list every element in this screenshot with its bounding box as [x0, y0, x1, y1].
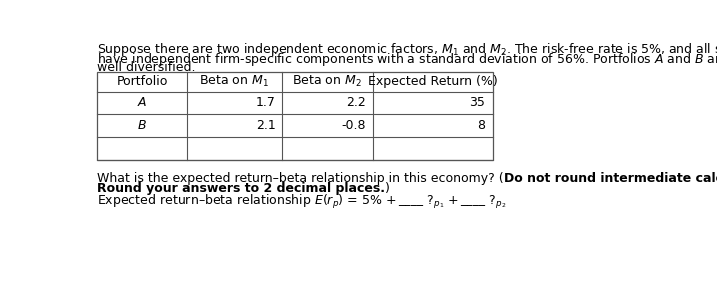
Text: well diversified.: well diversified. — [98, 61, 196, 74]
Text: Do not round intermediate calculations.: Do not round intermediate calculations. — [504, 172, 717, 185]
Text: have independent firm-specific components with a standard deviation of 56%. Port: have independent firm-specific component… — [98, 51, 717, 68]
Text: ?$_{p_2}$: ?$_{p_2}$ — [485, 193, 507, 210]
Text: -0.8: -0.8 — [342, 119, 366, 132]
Text: 8: 8 — [477, 119, 485, 132]
Text: Expected Return (%): Expected Return (%) — [368, 75, 498, 88]
Text: ____: ____ — [398, 193, 423, 206]
Text: ?$_{p_1}$ +: ?$_{p_1}$ + — [423, 193, 460, 210]
Text: Suppose there are two independent economic factors, $M_1$ and $M_2$. The risk-fr: Suppose there are two independent econom… — [98, 41, 717, 58]
Text: Portfolio: Portfolio — [116, 75, 168, 88]
Text: Beta on $M_1$: Beta on $M_1$ — [199, 74, 269, 89]
Text: ____: ____ — [460, 193, 485, 206]
Text: Beta on $M_2$: Beta on $M_2$ — [293, 74, 362, 89]
Text: ): ) — [385, 182, 390, 195]
Text: 2.2: 2.2 — [346, 96, 366, 109]
Text: What is the expected return–beta relationship in this economy? (: What is the expected return–beta relatio… — [98, 172, 504, 185]
Text: 1.7: 1.7 — [256, 96, 275, 109]
Text: Expected return–beta relationship $E(r_p)$ = 5% +: Expected return–beta relationship $E(r_p… — [98, 193, 398, 211]
Text: 35: 35 — [469, 96, 485, 109]
Text: $B$: $B$ — [137, 119, 147, 132]
Text: Round your answers to 2 decimal places.: Round your answers to 2 decimal places. — [98, 182, 385, 195]
Text: 2.1: 2.1 — [256, 119, 275, 132]
Bar — [98, 72, 493, 160]
Text: $A$: $A$ — [137, 96, 147, 109]
